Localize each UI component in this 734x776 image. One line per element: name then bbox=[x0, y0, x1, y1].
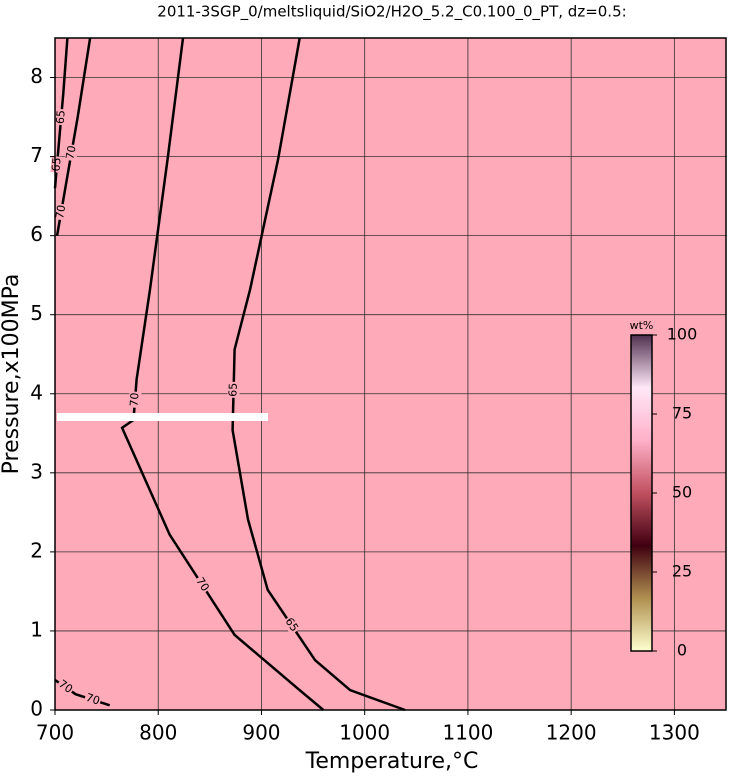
y-tick-label: 2 bbox=[30, 538, 43, 562]
colorbar-tick-label: 25 bbox=[672, 562, 692, 581]
contour-label-bg bbox=[281, 615, 301, 635]
contour-label: 70 bbox=[63, 145, 78, 161]
x-tick-label: 700 bbox=[36, 721, 74, 745]
contour-label-bg bbox=[64, 143, 79, 162]
contour-label: 65 bbox=[49, 157, 63, 172]
chart-title: 2011-3SGP_0/meltsliquid/SiO2/H2O_5.2_C0.… bbox=[157, 3, 626, 22]
y-tick-label: 1 bbox=[30, 617, 43, 641]
contour-label-bg bbox=[54, 108, 68, 126]
contour-label: 70 bbox=[84, 691, 101, 708]
x-tick-label: 1300 bbox=[649, 721, 700, 745]
contour-label: 70 bbox=[127, 392, 141, 407]
y-tick-label: 8 bbox=[30, 64, 43, 88]
y-tick-label: 5 bbox=[30, 301, 43, 325]
contour-line bbox=[120, 37, 325, 711]
y-axis-title: Pressure,x100MPa bbox=[0, 274, 24, 475]
colorbar-tick-label: 75 bbox=[672, 404, 692, 423]
contour-label-bg bbox=[53, 203, 69, 221]
colorbar-tick-label: 50 bbox=[672, 483, 692, 502]
plot-frame bbox=[54, 37, 727, 711]
x-tick-label: 1100 bbox=[442, 721, 493, 745]
x-axis-title: Temperature,°C bbox=[305, 749, 479, 774]
contour-label: 70 bbox=[53, 204, 68, 220]
contour-label-bg bbox=[192, 574, 212, 595]
x-tick-label: 1000 bbox=[339, 721, 390, 745]
y-tick-label: 7 bbox=[30, 143, 43, 167]
colorbar-label: wt% bbox=[630, 319, 654, 332]
contour-label: 65 bbox=[54, 109, 68, 124]
x-tick-label: 1200 bbox=[546, 721, 597, 745]
contour-label-bg bbox=[227, 381, 240, 398]
plot-background bbox=[55, 38, 726, 710]
x-tick-label: 900 bbox=[242, 721, 280, 745]
data-gap-band bbox=[57, 413, 268, 421]
contour-label-bg bbox=[50, 156, 64, 173]
y-tick-label: 6 bbox=[30, 222, 43, 246]
contour-label-bg bbox=[128, 391, 142, 409]
colorbar-tick-label: 100 bbox=[667, 325, 698, 344]
contour-label: 70 bbox=[193, 575, 212, 594]
x-tick-label: 800 bbox=[139, 721, 177, 745]
contour-label-bg bbox=[55, 677, 76, 697]
colorbar-tick-label: 0 bbox=[677, 641, 687, 660]
y-tick-label: 3 bbox=[30, 459, 43, 483]
y-tick-label: 0 bbox=[30, 697, 43, 721]
contour-line bbox=[231, 37, 406, 712]
y-tick-label: 4 bbox=[30, 380, 43, 404]
contour-label: 65 bbox=[226, 383, 239, 397]
colorbar bbox=[630, 334, 653, 652]
contour-label: 65 bbox=[283, 615, 302, 634]
contour-label-bg bbox=[83, 691, 103, 708]
